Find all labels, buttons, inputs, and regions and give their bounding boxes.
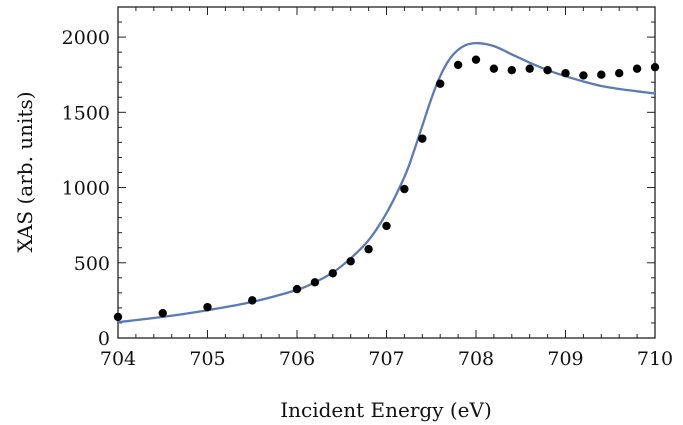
x-tick-label: 710 [637,348,673,370]
data-points-layer [113,55,660,322]
data-point [507,65,516,75]
data-point [650,62,660,72]
data-point [158,308,167,318]
data-point [310,278,320,287]
fit-curve [117,41,656,324]
data-point [203,302,212,312]
data-point [561,69,570,78]
tick-labels: 704 705 706 707 708 709 710 0 500 1000 1500 2000 [62,27,673,370]
data-point [364,245,373,254]
plot-frame [117,6,656,339]
y-tick-label: 1000 [62,178,110,200]
data-point [436,79,445,88]
data-point [579,71,588,80]
x-tick-label: 704 [100,348,136,370]
y-tick-label: 1500 [62,102,110,124]
x-axis-label: Incident Energy (eV) [280,398,492,422]
data-point [400,184,409,194]
data-point [292,284,302,294]
axis-ticks [117,6,656,339]
x-tick-label: 706 [279,348,315,370]
data-point [543,65,552,75]
data-point [615,69,624,78]
data-point [113,312,123,322]
data-point [346,257,355,266]
y-tick-label: 500 [74,253,110,275]
data-point [418,134,427,143]
y-axis-label: XAS (arb. units) [13,91,37,252]
data-point [328,269,337,278]
data-point [632,64,642,73]
y-tick-label: 0 [98,328,110,350]
data-point [597,70,606,79]
data-point [471,55,481,64]
fit-curve-layer [117,41,656,324]
data-point [382,221,391,231]
data-point [525,64,534,73]
x-tick-label: 708 [458,348,494,370]
data-point [453,60,463,70]
data-point [248,296,257,305]
y-tick-label: 2000 [62,27,110,49]
x-tick-label: 705 [189,348,225,370]
x-tick-label: 709 [547,348,583,370]
x-tick-label: 707 [368,348,404,370]
data-point [489,64,499,73]
